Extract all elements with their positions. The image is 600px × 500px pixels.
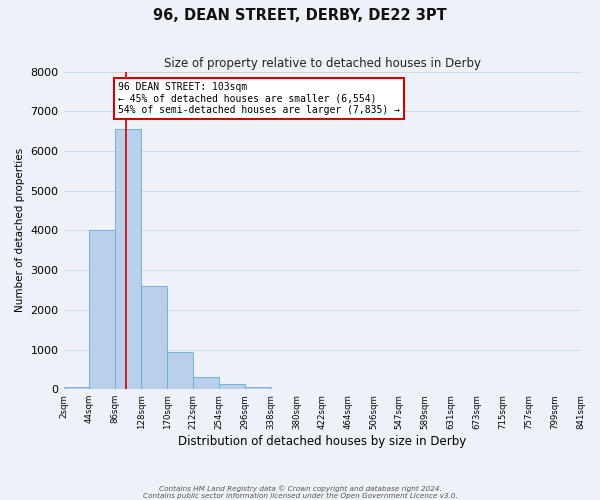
- Bar: [115, 129, 141, 389]
- Bar: [219, 384, 245, 389]
- Bar: [245, 387, 271, 389]
- Bar: [167, 352, 193, 389]
- Text: 96 DEAN STREET: 103sqm
← 45% of detached houses are smaller (6,554)
54% of semi-: 96 DEAN STREET: 103sqm ← 45% of detached…: [118, 82, 400, 115]
- Bar: [141, 286, 167, 389]
- Text: 96, DEAN STREET, DERBY, DE22 3PT: 96, DEAN STREET, DERBY, DE22 3PT: [153, 8, 447, 22]
- Bar: [89, 230, 115, 389]
- X-axis label: Distribution of detached houses by size in Derby: Distribution of detached houses by size …: [178, 434, 466, 448]
- Y-axis label: Number of detached properties: Number of detached properties: [15, 148, 25, 312]
- Bar: [64, 387, 89, 389]
- Bar: [193, 376, 219, 389]
- Text: Contains HM Land Registry data © Crown copyright and database right 2024.
Contai: Contains HM Land Registry data © Crown c…: [143, 485, 457, 499]
- Title: Size of property relative to detached houses in Derby: Size of property relative to detached ho…: [164, 58, 481, 70]
